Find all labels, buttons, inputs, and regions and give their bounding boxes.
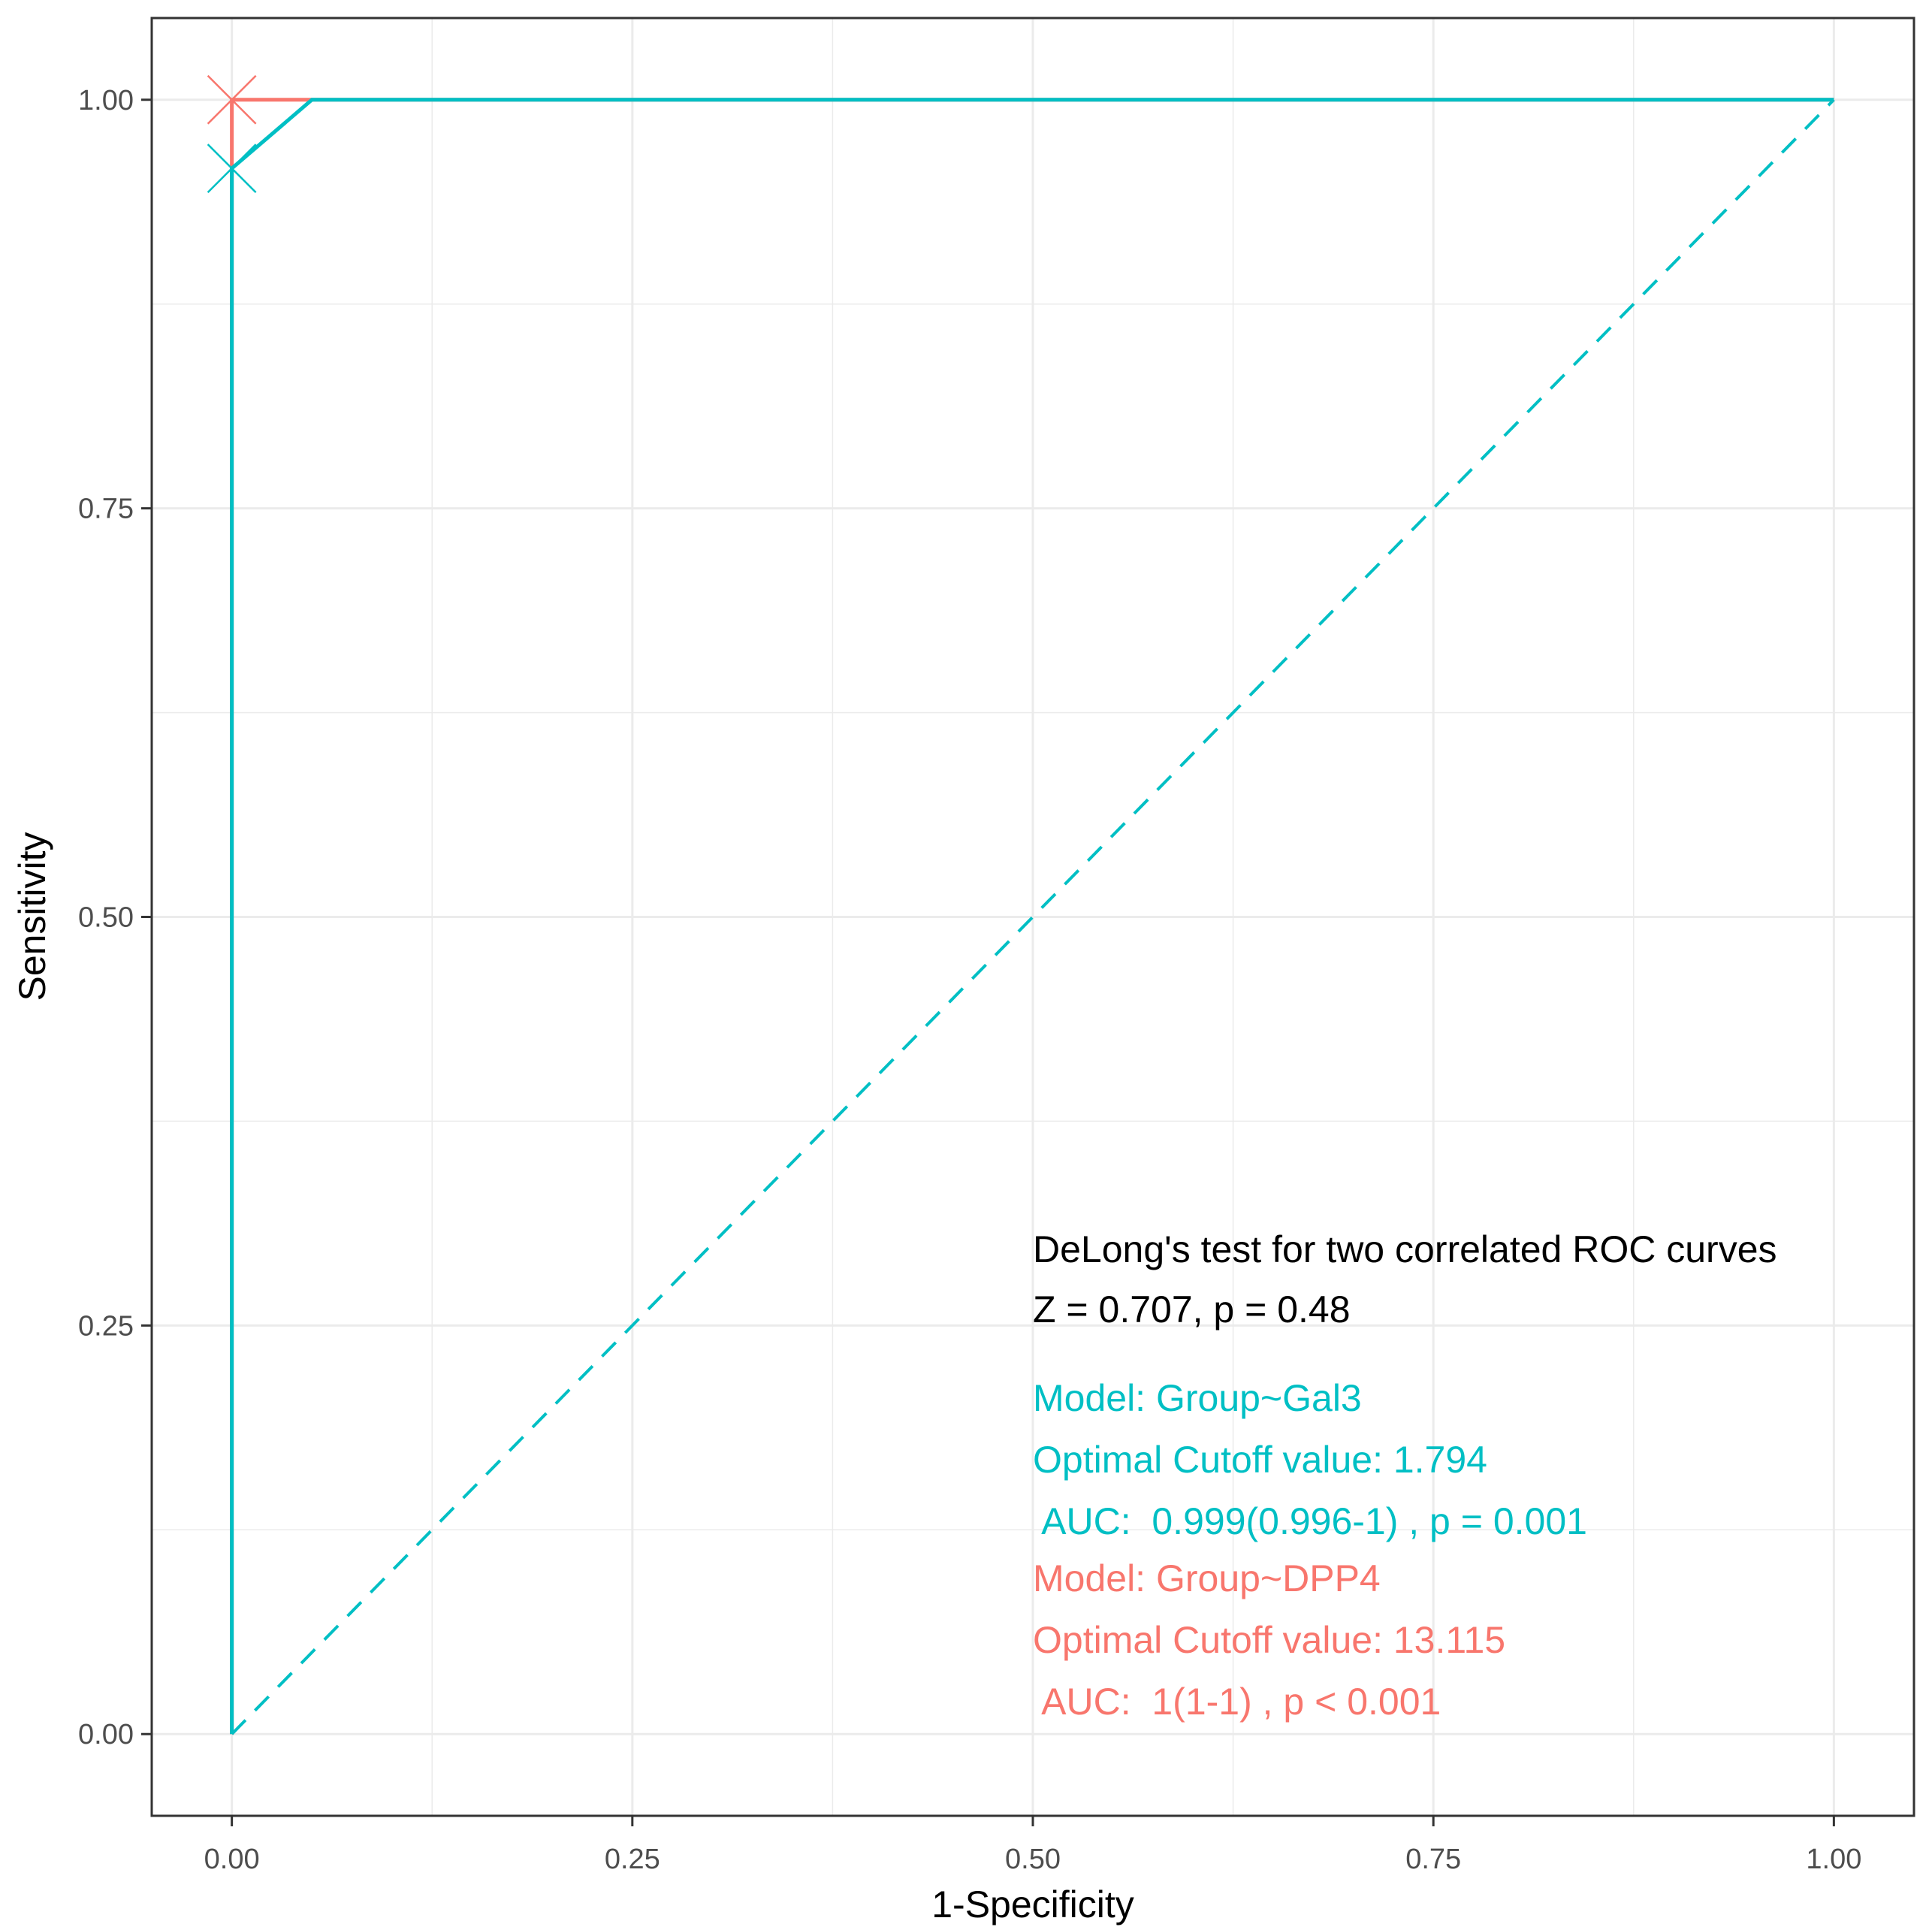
x-tick-label: 0.25	[605, 1844, 660, 1875]
x-tick-label: 0.50	[1005, 1844, 1061, 1875]
dpp4-auc-label: AUC: 1(1-1) , p < 0.001	[1033, 1681, 1441, 1723]
dpp4-cutoff-label: Optimal Cutoff value: 13.115	[1033, 1619, 1505, 1661]
x-tick-label: 0.00	[204, 1844, 260, 1875]
reference-diagonal-line	[231, 98, 1835, 1735]
marker-stroke	[207, 74, 257, 125]
x-tick-label: 1.00	[1806, 1844, 1861, 1875]
y-tick-label: 0.00	[78, 1719, 134, 1750]
delong-title: DeLong's test for two correlated ROC cur…	[1033, 1228, 1777, 1270]
y-axis-title: Sensitivity	[11, 832, 53, 1001]
y-tick-label: 0.50	[78, 902, 134, 934]
y-axis-ticks: 0.00 0.25 0.50 0.75 1.00	[78, 85, 152, 1750]
gal3-auc-label: AUC: 0.999(0.996-1) , p = 0.001	[1033, 1500, 1587, 1542]
x-axis-title: 1-Specificity	[931, 1883, 1134, 1925]
y-tick-label: 1.00	[78, 85, 134, 116]
optimal-point-marker-gal3	[207, 143, 257, 194]
y-tick-label: 0.75	[78, 494, 134, 525]
marker-stroke	[207, 143, 257, 194]
gal3-cutoff-label: Optimal Cutoff value: 1.794	[1033, 1439, 1487, 1481]
x-tick-label: 0.75	[1405, 1844, 1461, 1875]
reference-line-layer	[231, 98, 1835, 1735]
dpp4-model-label: Model: Group~DPP4	[1033, 1557, 1381, 1599]
delong-stats: Z = 0.707, p = 0.48	[1033, 1288, 1351, 1330]
roc-curve-gal3	[230, 98, 1834, 1735]
x-axis-ticks: 0.00 0.25 0.50 0.75 1.00	[204, 1816, 1861, 1875]
optimal-point-markers	[207, 74, 257, 194]
y-tick-label: 0.25	[78, 1310, 134, 1342]
optimal-point-marker-dpp4	[207, 74, 257, 125]
gal3-model-label: Model: Group~Gal3	[1033, 1377, 1362, 1419]
